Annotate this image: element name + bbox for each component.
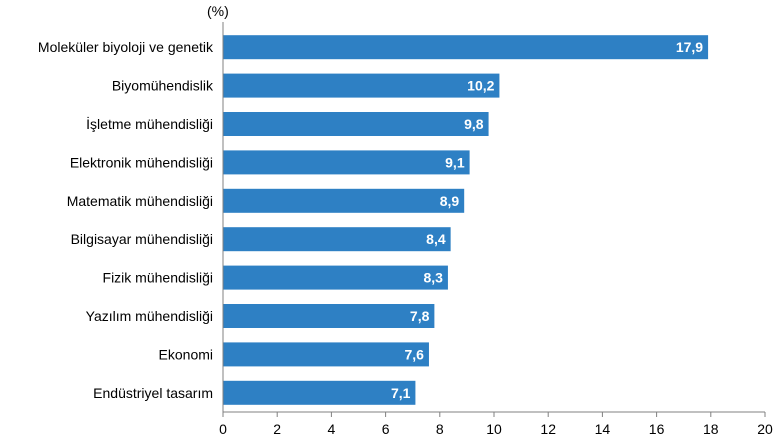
value-label-2: 9,8 <box>464 116 484 132</box>
x-tick-label-4: 8 <box>436 421 444 437</box>
bar-9 <box>223 380 416 405</box>
x-tick-label-8: 16 <box>649 421 665 437</box>
x-tick-label-5: 10 <box>486 421 502 437</box>
x-tick-label-1: 2 <box>273 421 281 437</box>
value-label-9: 7,1 <box>391 385 411 401</box>
x-tick-label-10: 20 <box>757 421 773 437</box>
category-label-8: Ekonomi <box>159 346 213 362</box>
category-label-5: Bilgisayar mühendisliği <box>71 231 213 247</box>
x-tick-label-6: 12 <box>540 421 556 437</box>
bar-4 <box>223 188 465 213</box>
category-label-9: Endüstriyel tasarım <box>93 385 213 401</box>
bar-0 <box>223 35 709 60</box>
value-label-8: 7,6 <box>404 346 424 362</box>
category-label-3: Elektronik mühendisliği <box>70 154 213 170</box>
bar-2 <box>223 112 489 136</box>
x-tick-label-9: 18 <box>703 421 719 437</box>
category-label-7: Yazılım mühendisliği <box>86 308 213 324</box>
bars-layer: Moleküler biyoloji ve genetik 17,9 Biyomüh… <box>38 35 709 405</box>
bar-5 <box>223 227 451 252</box>
category-label-2: İşletme mühendisliği <box>86 115 213 132</box>
x-tick-label-7: 14 <box>595 421 611 437</box>
value-label-0: 17,9 <box>676 39 703 55</box>
x-axis: 0 2 4 6 8 10 12 14 16 18 20 <box>219 22 773 437</box>
category-label-4: Matematik mühendisliği <box>67 193 213 209</box>
x-tick-label-0: 0 <box>219 421 227 437</box>
category-label-1: Biyomühendislik <box>112 78 214 94</box>
bar-6 <box>223 265 448 290</box>
category-label-0: Moleküler biyoloji ve genetik <box>38 39 214 55</box>
bar-1 <box>223 73 500 98</box>
bar-3 <box>223 150 470 175</box>
value-label-4: 8,9 <box>440 193 460 209</box>
value-label-1: 10,2 <box>467 78 494 94</box>
value-label-5: 8,4 <box>426 231 446 247</box>
bar-8 <box>223 342 429 367</box>
category-label-6: Fizik mühendisliği <box>103 270 213 286</box>
value-label-3: 9,1 <box>445 154 465 170</box>
x-tick-label-2: 4 <box>328 421 336 437</box>
bar-7 <box>223 304 435 328</box>
value-label-7: 7,8 <box>410 308 430 324</box>
x-tick-label-3: 6 <box>382 421 390 437</box>
unit-label: (%) <box>207 3 229 19</box>
value-label-6: 8,3 <box>423 270 443 286</box>
